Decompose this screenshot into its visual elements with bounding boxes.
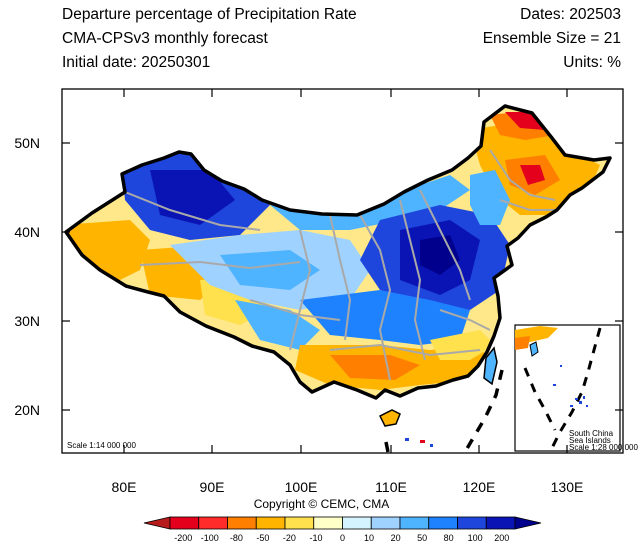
maritime-boundary-dashed [463, 369, 504, 453]
lat-tick-label: 50N [14, 135, 40, 151]
map-scale: Scale 1:14 000 000 [67, 441, 136, 450]
colorbar-arrow-high [514, 516, 542, 530]
colorbar-swatch [399, 516, 430, 530]
colorbar-arrow-low [143, 516, 171, 530]
forecast-dates: Dates: 202503 [520, 6, 621, 23]
colorbar-label: -200 [174, 533, 192, 543]
colorbar-swatch [457, 516, 487, 530]
colorbar-swatch [255, 516, 286, 530]
colorbar-label: -100 [201, 533, 219, 543]
axis-ticks [62, 89, 623, 453]
map-subtitle: CMA-CPSv3 monthly forecast [62, 30, 268, 47]
colorbar-label: 100 [468, 533, 483, 543]
colorbar-swatch [169, 516, 200, 530]
colorbar-label: -80 [230, 533, 243, 543]
colorbar-label: -10 [309, 533, 322, 543]
maritime-boundary-segment [384, 441, 390, 453]
lat-tick-label: 30N [14, 313, 40, 329]
colorbar-swatch [227, 516, 257, 530]
units-label: Units: % [563, 54, 621, 71]
colorbar: -200 -100 -80 -50 -20 -10 0 10 20 50 80 100 200 [143, 516, 542, 543]
lon-tick-label: 120E [463, 479, 496, 495]
colorbar-label: 200 [494, 533, 509, 543]
lon-tick-label: 100E [285, 479, 318, 495]
colorbar-label: 80 [444, 533, 454, 543]
inset-label-line2: Sea Islands [569, 436, 611, 445]
colorbar-swatch [313, 516, 343, 530]
lat-tick-label: 40N [14, 224, 40, 240]
small-islands [405, 438, 433, 447]
colorbar-swatch [370, 516, 401, 530]
colorbar-swatch [428, 516, 458, 530]
map-title: Departure percentage of Precipitation Ra… [62, 6, 357, 23]
lon-tick-label: 90E [200, 479, 225, 495]
lon-tick-label: 80E [112, 479, 137, 495]
colorbar-swatch [198, 516, 228, 530]
map-frame [61, 88, 624, 454]
china-border [64, 104, 612, 400]
taiwan-island [483, 346, 498, 386]
colorbar-label: -20 [283, 533, 296, 543]
hainan-island [378, 409, 401, 427]
initial-date: Initial date: 20250301 [62, 54, 211, 71]
inset-scale: Scale 1:28 000 000 [569, 443, 638, 452]
copyright-text: Copyright © CEMC, CMA [253, 497, 390, 511]
colorbar-label: 50 [417, 533, 427, 543]
ensemble-size: Ensemble Size = 21 [482, 30, 621, 47]
colorbar-label: 20 [391, 533, 401, 543]
lon-tick-label: 130E [551, 479, 584, 495]
lat-tick-label: 20N [14, 402, 40, 418]
colorbar-label: -50 [256, 533, 269, 543]
colorbar-swatch [284, 516, 315, 530]
inset-label-line1: South China [569, 429, 614, 438]
colorbar-label: 10 [364, 533, 374, 543]
south-china-sea-inset: South China Sea Islands Scale 1:28 000 0… [514, 324, 638, 452]
colorbar-swatch [342, 516, 372, 530]
colorbar-label: 0 [340, 533, 345, 543]
lon-tick-label: 110E [375, 479, 407, 495]
province-boundaries [124, 149, 560, 381]
colorbar-swatch [485, 516, 516, 530]
